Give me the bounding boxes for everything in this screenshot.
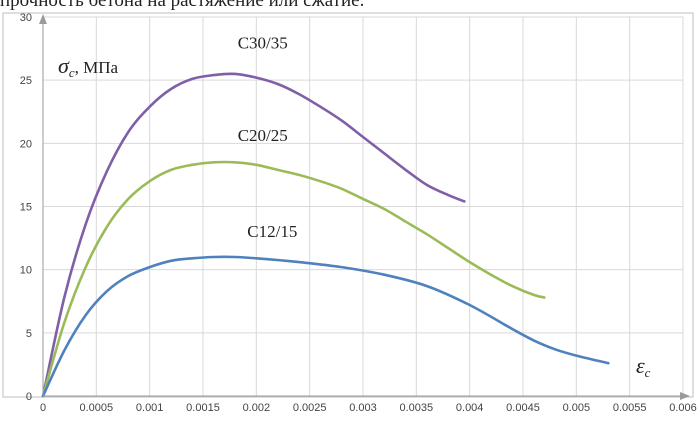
- y-tick-label: 5: [26, 328, 32, 340]
- y-axis-symbol: σ: [58, 53, 70, 78]
- x-tick-label: 0.002: [243, 402, 271, 414]
- y-tick-label: 0: [26, 391, 32, 403]
- y-tick-labels: 0 5 10 15 20 25 30: [20, 12, 32, 403]
- horizontal-gridlines: [43, 16, 683, 334]
- x-tick-label: 0.001: [136, 402, 164, 414]
- y-axis-label: σc, МПа: [58, 53, 119, 80]
- series-line-c20-25: [41, 160, 546, 398]
- x-tick-label: 0.0015: [186, 402, 220, 414]
- series-labels: C30/35 C20/25 C12/15: [238, 34, 298, 241]
- y-tick-label: 10: [20, 265, 32, 277]
- x-tick-label: 0.004: [456, 402, 484, 414]
- series-lines: [41, 72, 610, 398]
- chart-border: [2, 12, 694, 398]
- x-tick-label: 0.0035: [400, 402, 434, 414]
- y-axis-unit: , МПа: [75, 58, 119, 77]
- page-caption: прочность бетона на растяжение или сжати…: [0, 0, 365, 11]
- x-axis-symbol: ε: [636, 353, 645, 378]
- series-label-c20-25: C20/25: [238, 126, 288, 145]
- x-tick-label: 0.005: [563, 402, 591, 414]
- y-axis-arrow-icon: [39, 14, 47, 24]
- series-label-c12-15: C12/15: [247, 222, 297, 241]
- x-tick-label: 0.003: [349, 402, 377, 414]
- x-axis-arrow-icon: [680, 392, 690, 400]
- x-axis-label: εc: [636, 353, 651, 380]
- series-line-c12-15: [41, 255, 610, 398]
- x-tick-label: 0.0005: [80, 402, 114, 414]
- x-axis-subscript: c: [645, 365, 651, 380]
- x-tick-labels: 0 0.0005 0.001 0.0015 0.002 0.0025 0.003 0.0035…: [40, 402, 697, 414]
- series-line-c30-35: [41, 72, 466, 398]
- y-axis-subscript: c: [69, 65, 75, 80]
- x-tick-label: 0.0045: [506, 402, 540, 414]
- series-label-c30-35: C30/35: [238, 34, 288, 53]
- y-tick-label: 25: [20, 75, 32, 87]
- x-tick-label: 0.006: [669, 402, 697, 414]
- x-tick-label: 0.0025: [293, 402, 327, 414]
- y-tick-label: 15: [20, 202, 32, 214]
- x-tick-label: 0: [40, 402, 46, 414]
- y-tick-label: 30: [20, 12, 32, 24]
- y-tick-label: 20: [20, 138, 32, 150]
- x-tick-label: 0.0055: [613, 402, 647, 414]
